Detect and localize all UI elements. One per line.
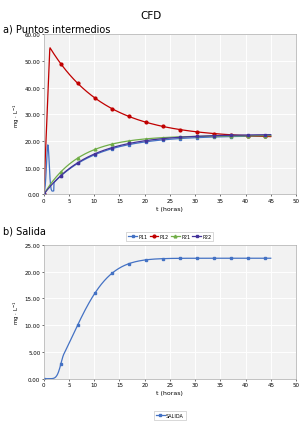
SALIDA bbox=[269, 256, 272, 261]
P12 bbox=[238, 133, 241, 138]
Line: P11: P11 bbox=[42, 135, 272, 196]
SALIDA bbox=[187, 256, 190, 261]
P22 bbox=[214, 134, 218, 139]
SALIDA bbox=[237, 256, 241, 261]
Legend: SALIDA: SALIDA bbox=[154, 411, 186, 420]
P11 bbox=[56, 177, 59, 182]
Text: b) Salida: b) Salida bbox=[3, 226, 46, 236]
P22 bbox=[237, 133, 241, 138]
P22 bbox=[269, 133, 272, 138]
P12 bbox=[180, 128, 184, 133]
P22 bbox=[187, 135, 190, 140]
Line: P21: P21 bbox=[42, 135, 272, 196]
P12 bbox=[42, 192, 46, 198]
P11 bbox=[214, 135, 218, 140]
Line: P12: P12 bbox=[42, 47, 272, 196]
P22 bbox=[56, 177, 59, 182]
P11 bbox=[180, 137, 183, 142]
Y-axis label: mg · L$^{-1}$: mg · L$^{-1}$ bbox=[11, 300, 22, 324]
SALIDA bbox=[174, 256, 177, 261]
SALIDA bbox=[214, 256, 218, 261]
P12 bbox=[48, 46, 52, 51]
SALIDA bbox=[180, 256, 183, 261]
P22 bbox=[174, 136, 177, 141]
P12 bbox=[269, 134, 272, 140]
P21 bbox=[187, 134, 190, 140]
P21 bbox=[56, 173, 59, 178]
SALIDA bbox=[56, 371, 59, 377]
P11 bbox=[269, 134, 272, 139]
Line: SALIDA: SALIDA bbox=[42, 257, 272, 380]
Text: CFD: CFD bbox=[140, 11, 162, 21]
X-axis label: t (horas): t (horas) bbox=[156, 390, 183, 395]
SALIDA bbox=[42, 376, 46, 381]
Y-axis label: mg · L$^{-1}$: mg · L$^{-1}$ bbox=[11, 103, 22, 127]
P22 bbox=[42, 192, 46, 198]
P11 bbox=[174, 137, 177, 142]
P12 bbox=[56, 58, 60, 64]
P22 bbox=[180, 135, 183, 141]
Legend: P11, P12, P21, P22: P11, P12, P21, P22 bbox=[126, 233, 214, 241]
P12 bbox=[174, 127, 178, 132]
Line: P22: P22 bbox=[42, 134, 272, 196]
P21 bbox=[174, 135, 177, 140]
P11 bbox=[237, 134, 241, 140]
P21 bbox=[214, 134, 218, 139]
P21 bbox=[180, 135, 183, 140]
X-axis label: t (horas): t (horas) bbox=[156, 206, 183, 211]
P21 bbox=[42, 192, 46, 198]
P21 bbox=[237, 134, 241, 139]
P11 bbox=[42, 191, 46, 197]
Text: a) Puntos intermedios: a) Puntos intermedios bbox=[3, 24, 111, 34]
P12 bbox=[214, 132, 218, 137]
P11 bbox=[187, 136, 190, 141]
P21 bbox=[269, 134, 272, 139]
P12 bbox=[187, 129, 191, 134]
